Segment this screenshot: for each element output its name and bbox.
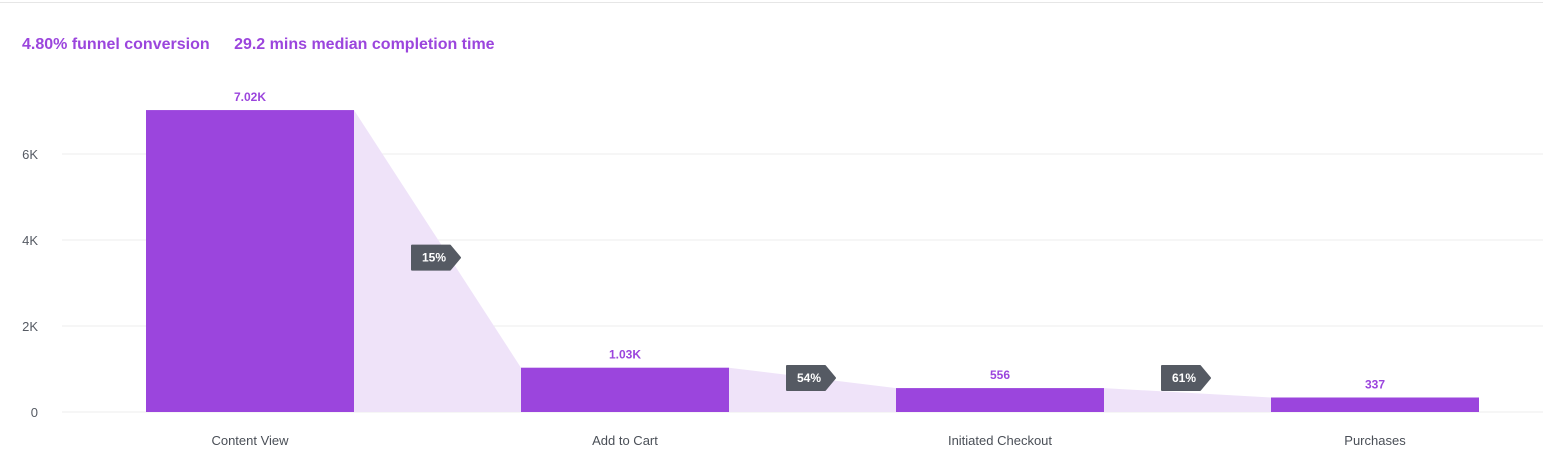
funnel-bar (1271, 397, 1479, 412)
funnel-conversion-stat: 4.80% funnel conversion (22, 36, 210, 53)
bar-value-label: 556 (990, 368, 1010, 382)
bar-value-label: 337 (1365, 378, 1385, 392)
category-label: Initiated Checkout (948, 433, 1052, 448)
category-label: Content View (211, 433, 289, 448)
funnel-summary: 4.80% funnel conversion 29.2 mins median… (22, 36, 515, 54)
category-label: Purchases (1344, 433, 1406, 448)
bar-value-label: 1.03K (609, 348, 641, 362)
funnel-bar (896, 388, 1104, 412)
y-tick-label: 6K (22, 147, 38, 162)
step-conversion-badge (411, 244, 461, 271)
median-completion-time-stat: 29.2 mins median completion time (234, 36, 495, 53)
step-conversion-badge (1161, 365, 1211, 391)
step-conversion-badge (786, 365, 836, 391)
y-tick-label: 2K (22, 319, 38, 334)
step-conversion-label: 54% (797, 371, 821, 385)
conversion-flow-area (1104, 388, 1271, 412)
y-tick-label: 4K (22, 233, 38, 248)
category-label: Add to Cart (592, 433, 658, 448)
step-conversion-label: 15% (422, 251, 446, 265)
step-conversion-label: 61% (1172, 371, 1196, 385)
top-divider (0, 2, 1543, 3)
y-tick-label: 0 (31, 405, 38, 420)
bar-value-label: 7.02K (234, 90, 266, 104)
funnel-bar (146, 110, 354, 413)
funnel-bar (521, 367, 729, 412)
